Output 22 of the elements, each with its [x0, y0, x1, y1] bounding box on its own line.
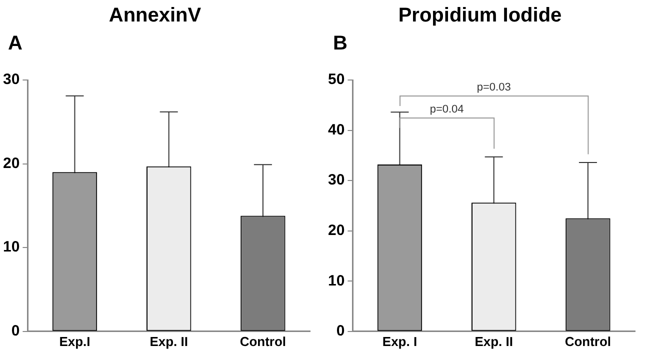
x-tick-label: Exp. II [474, 334, 513, 349]
y-tick-label: 20 [328, 222, 345, 239]
y-tick-label: 30 [2, 71, 20, 88]
annotation: p=0.04 [430, 104, 464, 116]
chart-title: AnnexinV [108, 4, 202, 27]
x-tick-label: Exp.I [59, 334, 90, 349]
y-tick-label: 50 [328, 71, 345, 88]
y-tick-label: 0 [336, 322, 345, 340]
y-tick-label: 20 [2, 154, 20, 172]
x-tick-label: Control [240, 334, 286, 349]
chart-title: Propidium Iodide [398, 4, 562, 27]
x-tick-label: Exp. I [382, 334, 418, 349]
y-tick-label: 30 [328, 172, 345, 189]
annotation: p=0.03 [476, 82, 511, 94]
text: A [8, 32, 22, 55]
text: B [333, 32, 348, 55]
x-tick-label: Exp. II [150, 334, 188, 349]
y-tick-label: 10 [328, 272, 345, 290]
y-tick-label: 10 [2, 238, 20, 256]
y-tick-label: 40 [328, 121, 345, 138]
x-tick-label: Control [564, 334, 612, 349]
y-tick-label: 0 [11, 322, 20, 340]
